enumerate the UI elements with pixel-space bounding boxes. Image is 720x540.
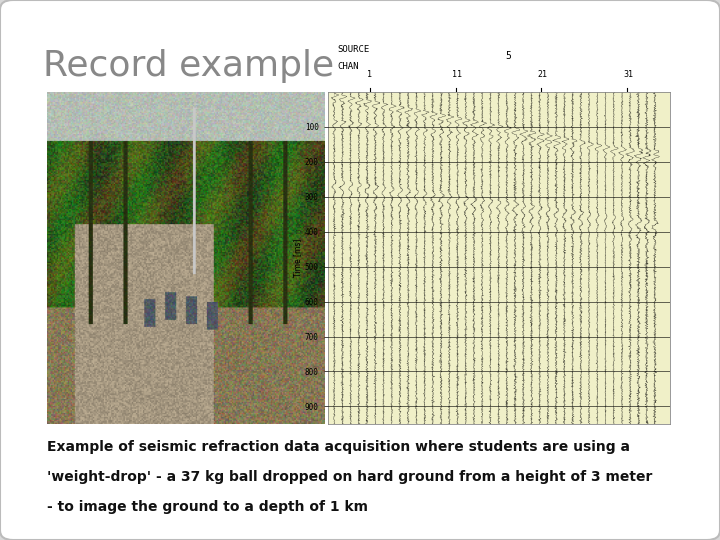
Text: Record example: Record example — [43, 49, 334, 83]
Text: 1: 1 — [367, 70, 372, 79]
Text: 21: 21 — [538, 70, 548, 79]
Y-axis label: Time [ms]: Time [ms] — [293, 239, 302, 277]
Text: 5: 5 — [505, 51, 511, 61]
Text: 11: 11 — [452, 70, 462, 79]
Text: 'weight-drop' - a 37 kg ball dropped on hard ground from a height of 3 meter: 'weight-drop' - a 37 kg ball dropped on … — [47, 470, 652, 484]
Text: - to image the ground to a depth of 1 km: - to image the ground to a depth of 1 km — [47, 500, 368, 514]
Text: Example of seismic refraction data acquisition where students are using a: Example of seismic refraction data acqui… — [47, 440, 630, 454]
Text: CHAN: CHAN — [338, 62, 359, 71]
Text: SOURCE: SOURCE — [338, 45, 370, 53]
Text: 31: 31 — [624, 70, 634, 79]
